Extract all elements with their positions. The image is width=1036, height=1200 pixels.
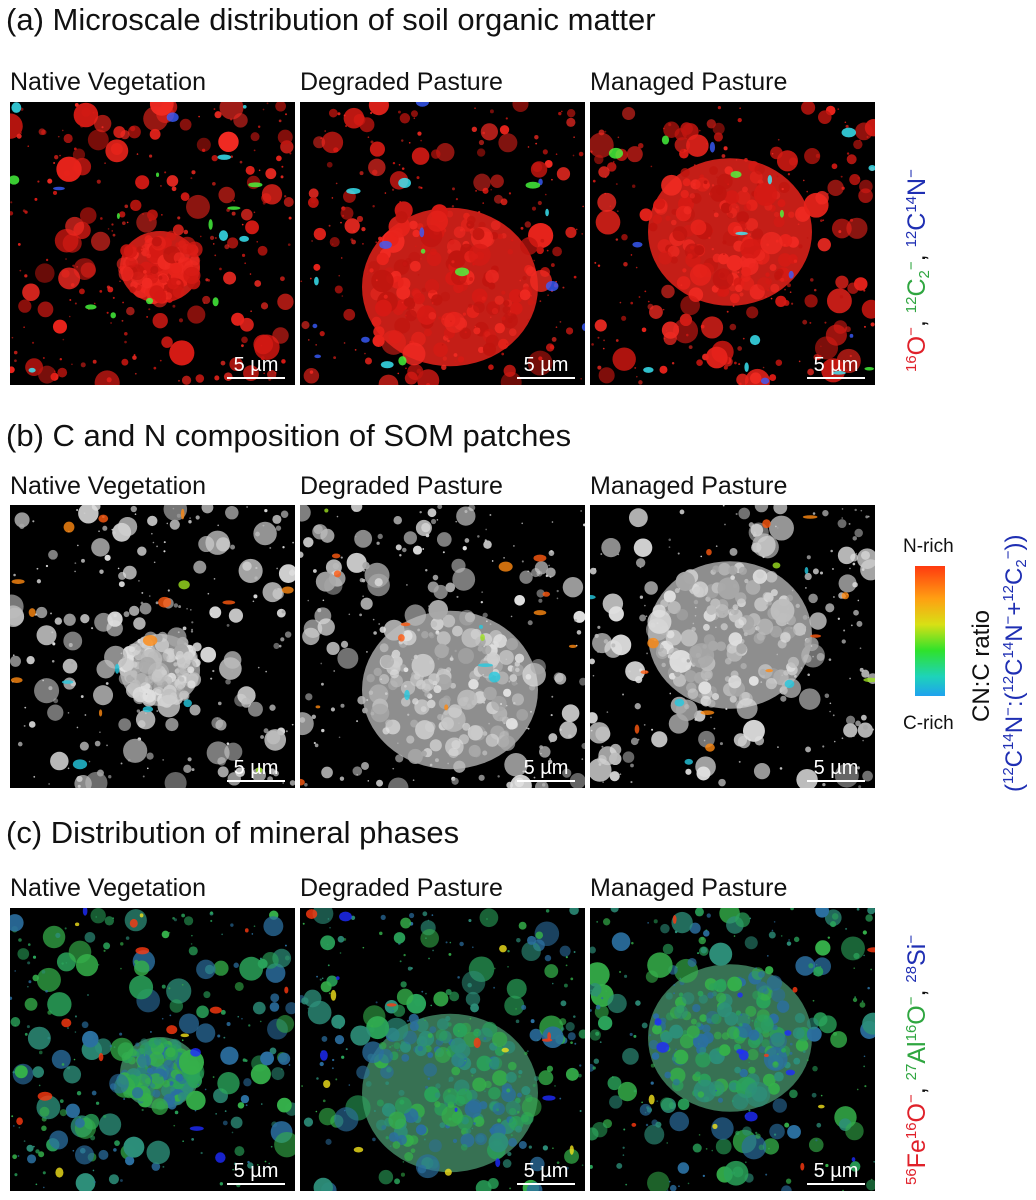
ion-legend-c: 56Fe16O−, 27Al16O−, 28Si− [903, 934, 931, 1185]
image-panel-b-degraded: 5 µm [300, 505, 585, 788]
scale-bar: 5 µm [517, 354, 575, 379]
image-panel-b-managed: 5 µm [590, 505, 875, 788]
section-title-b: (b) C and N composition of SOM patches [6, 418, 572, 453]
column-label-degraded-pasture: Degraded Pasture [300, 472, 503, 500]
column-label-degraded-pasture: Degraded Pasture [300, 68, 503, 96]
colorbar-bottom-label: C-rich [903, 713, 954, 734]
scale-bar: 5 µm [227, 354, 285, 379]
image-panel-c-native: 5 µm [10, 908, 295, 1191]
image-panel-a-degraded: 5 µm [300, 102, 585, 385]
micrograph [590, 908, 875, 1191]
column-label-native-vegetation: Native Vegetation [10, 874, 206, 902]
image-panel-a-native: 5 µm [10, 102, 295, 385]
column-label-native-vegetation: Native Vegetation [10, 472, 206, 500]
micrograph [10, 102, 294, 385]
colorbar [915, 566, 945, 696]
micrograph [300, 908, 585, 1191]
column-label-managed-pasture: Managed Pasture [590, 472, 788, 500]
image-panel-c-managed: 5 µm [590, 908, 875, 1191]
image-panel-b-native: 5 µm [10, 505, 295, 788]
ion-legend-a: 16O−, 12C2−, 12C14N− [903, 169, 933, 372]
image-panel-a-managed: 5 µm [590, 102, 875, 385]
ion-cn: 12C14N− [903, 169, 931, 248]
column-label-degraded-pasture: Degraded Pasture [300, 874, 503, 902]
micrograph [590, 102, 875, 385]
section-title-c: (c) Distribution of mineral phases [6, 815, 460, 850]
scale-bar: 5 µm [807, 354, 865, 379]
scale-bar: 5 µm [807, 1160, 865, 1185]
scale-bar: 5 µm [227, 757, 285, 782]
colorbar-title: CN:C ratio [968, 609, 995, 722]
micrograph [300, 102, 585, 385]
ion-c2: 12C2− [903, 261, 933, 314]
colorbar-top-label: N-rich [903, 536, 954, 557]
micrograph [10, 505, 295, 788]
scale-bar: 5 µm [517, 757, 575, 782]
image-panel-c-degraded: 5 µm [300, 908, 585, 1191]
micrograph [300, 505, 585, 788]
ion-feo: 56Fe16O− [903, 1094, 931, 1185]
scale-bar: 5 µm [517, 1160, 575, 1185]
ion-si: 28Si− [903, 934, 931, 983]
scale-bar: 5 µm [227, 1160, 285, 1185]
column-label-native-vegetation: Native Vegetation [10, 68, 206, 96]
column-label-managed-pasture: Managed Pasture [590, 68, 788, 96]
colorbar-formula: (12C14N−:(12C14N−+12C2−)) [1000, 534, 1030, 792]
ion-alo: 27Al16O− [903, 996, 931, 1081]
section-title-a: (a) Microscale distribution of soil orga… [6, 2, 656, 37]
scale-bar: 5 µm [807, 757, 865, 782]
ion-o: 16O− [903, 327, 931, 372]
micrograph [590, 505, 875, 788]
column-label-managed-pasture: Managed Pasture [590, 874, 788, 902]
micrograph [10, 908, 295, 1191]
